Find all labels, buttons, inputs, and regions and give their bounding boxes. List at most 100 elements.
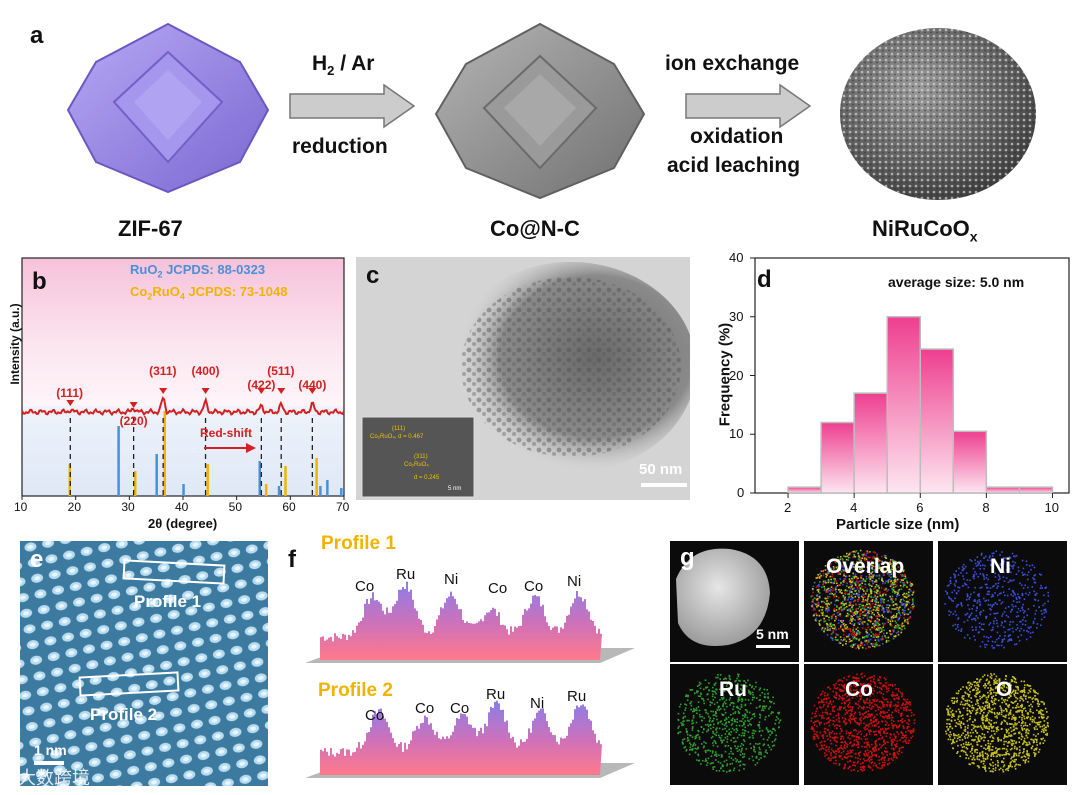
eds-dot — [1014, 678, 1017, 681]
eds-dot — [705, 709, 707, 711]
eds-dot — [989, 676, 992, 678]
eds-dot — [858, 596, 860, 599]
eds-dot — [889, 704, 892, 707]
eds-dot — [878, 721, 880, 723]
eds-dot — [889, 595, 891, 598]
eds-dot — [866, 678, 868, 680]
eds-dot — [842, 574, 845, 576]
eds-dot — [1010, 684, 1012, 687]
eds-dot — [905, 596, 908, 599]
eds-dot — [883, 698, 886, 701]
eds-dot — [694, 735, 697, 738]
eds-dot — [705, 724, 707, 726]
eds-dot — [751, 686, 753, 689]
eds-dot — [884, 756, 886, 759]
eds-dot — [752, 759, 755, 762]
eds-dot — [996, 760, 999, 762]
eds-dot — [873, 731, 876, 733]
eds-dot — [840, 602, 843, 605]
eds-dot — [981, 728, 984, 731]
eds-dot — [867, 556, 869, 558]
eds-dot — [851, 755, 853, 758]
eds-dot — [841, 640, 844, 642]
eds-dot — [1014, 593, 1016, 596]
eds-dot — [850, 718, 853, 721]
eds-dot — [868, 760, 871, 763]
eds-dot — [957, 733, 960, 736]
eds-dot — [1014, 561, 1016, 564]
eds-dot — [1005, 752, 1008, 755]
eds-dot — [826, 634, 829, 636]
eds-dot — [1024, 761, 1027, 763]
eds-dot — [970, 686, 972, 688]
eds-dot — [697, 753, 699, 756]
eds-dot — [952, 739, 954, 741]
eds-dot — [830, 617, 833, 620]
eds-dot — [863, 735, 866, 738]
eds-dot — [1027, 608, 1030, 610]
eds-dot — [910, 732, 912, 734]
eds-dot — [834, 559, 836, 561]
eds-dot — [964, 583, 967, 586]
eds-dot — [1011, 679, 1014, 682]
eds-dot — [834, 593, 836, 595]
eds-dot — [1038, 712, 1040, 714]
eds-dot — [886, 751, 889, 753]
eds-dot — [832, 723, 835, 726]
eds-dot — [1017, 709, 1019, 712]
eds-dot — [999, 599, 1001, 602]
eds-dot — [866, 716, 869, 719]
eds-dot — [963, 723, 965, 725]
eds-dot — [767, 697, 769, 699]
eds-dot — [954, 725, 957, 727]
eds-dot — [1015, 700, 1017, 702]
eds-dot — [1027, 626, 1030, 629]
eds-dot — [1033, 727, 1036, 729]
eds-dot — [958, 715, 960, 717]
eds-dot — [977, 683, 979, 686]
tem-scale-label: 50 nm — [639, 461, 683, 478]
eds-dot — [883, 741, 885, 743]
eds-dot — [742, 756, 744, 759]
eds-dot — [825, 701, 828, 704]
eds-dot — [876, 723, 878, 725]
eds-dot — [888, 575, 891, 577]
eds-dot — [897, 611, 900, 614]
eds-dot — [737, 710, 740, 713]
eds-dot — [994, 698, 996, 700]
eds-dot — [843, 625, 846, 627]
eds-dot — [853, 550, 856, 553]
xrd-xlabel: 2θ (degree) — [148, 516, 218, 531]
eds-dot — [844, 747, 847, 750]
eds-dot — [717, 722, 719, 725]
eds-dot — [992, 703, 994, 706]
eds-dot — [900, 624, 903, 626]
eds-dot — [745, 681, 747, 684]
eds-dot — [994, 763, 997, 766]
eds-dot — [961, 746, 964, 748]
eds-dot — [833, 582, 835, 584]
eds-dot — [865, 734, 868, 737]
eds-dot — [816, 594, 819, 596]
eds-dot — [1011, 718, 1013, 720]
eds-dot — [851, 693, 854, 696]
eds-dot — [966, 598, 968, 601]
eds-dot — [890, 703, 892, 706]
eds-dot — [956, 604, 959, 606]
eds-dot — [858, 591, 861, 593]
eds-dot — [841, 729, 843, 732]
eds-dot — [706, 762, 709, 764]
line-profiles — [305, 581, 635, 778]
eds-dot — [972, 762, 974, 764]
eds-dot — [884, 761, 886, 764]
eds-dot — [854, 583, 857, 585]
eds-dot — [971, 608, 973, 610]
eds-dot — [997, 748, 1000, 750]
eds-dot — [890, 576, 892, 579]
eds-dot — [1041, 716, 1043, 719]
eds-dot — [727, 687, 729, 689]
eds-dot — [713, 683, 716, 686]
eds-dot — [704, 709, 706, 711]
eds-dot — [1029, 708, 1032, 711]
eds-dot — [994, 617, 996, 619]
